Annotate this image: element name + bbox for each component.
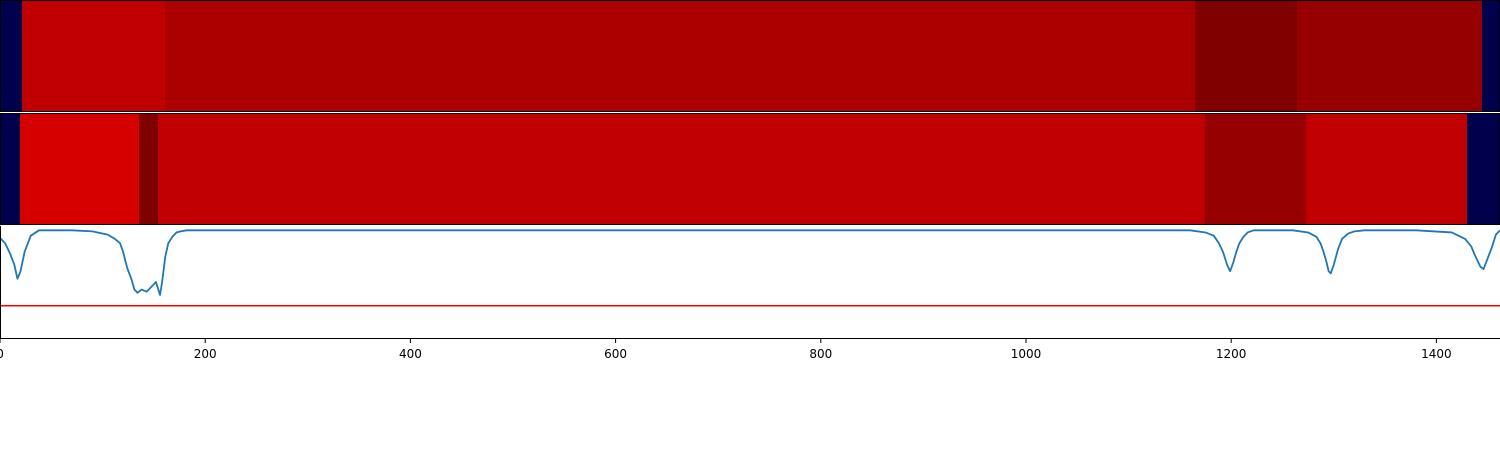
line-plot-panel: 0 200 400 600 800 1000 1200 1400 — [0, 226, 1500, 361]
heatmap-2-segment-4 — [1205, 114, 1306, 225]
x-tick-label-0: 0 — [0, 347, 4, 361]
heatmap-2-segment-6 — [1467, 114, 1500, 225]
heatmap-2-segment-3 — [158, 114, 1205, 225]
x-tick-label-600: 600 — [604, 347, 627, 361]
heatmap-1-segment-3 — [1195, 1, 1297, 112]
heatmap-1-segment-2 — [165, 1, 1195, 112]
heatmap-1-segment-0 — [0, 1, 22, 112]
heatmap-2-segment-5 — [1306, 114, 1467, 225]
heatmap-2-segment-2 — [139, 114, 158, 225]
x-tick-label-1400: 1400 — [1421, 347, 1452, 361]
x-tick-label-200: 200 — [194, 347, 217, 361]
heatmap-top — [0, 1, 1500, 112]
x-tick-label-800: 800 — [809, 347, 832, 361]
heatmap-middle — [0, 114, 1500, 225]
line-plot-background — [0, 226, 1500, 339]
x-tick-label-1000: 1000 — [1011, 347, 1042, 361]
heatmap-1-segment-1 — [22, 1, 165, 112]
heatmap-1-segment-4 — [1297, 1, 1482, 112]
heatmap-2-segment-0 — [0, 114, 20, 225]
heatmap-1-segment-5 — [1482, 1, 1500, 112]
x-tick-label-400: 400 — [399, 347, 422, 361]
series-line — [0, 229, 1500, 296]
x-tick-label-1200: 1200 — [1216, 347, 1247, 361]
panel-borders — [0, 0, 1500, 339]
x-axis: 0 200 400 600 800 1000 1200 1400 — [0, 338, 1452, 361]
heatmap-2-segment-1 — [20, 114, 139, 225]
